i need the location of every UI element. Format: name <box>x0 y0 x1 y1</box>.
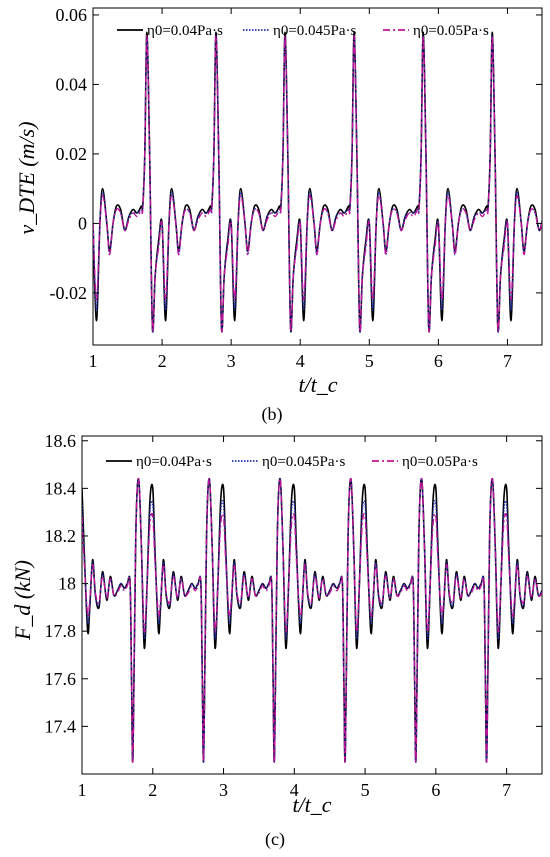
chart-c-legend-label-2: η0=0.045Pa·s <box>262 454 346 470</box>
chart-c-ytick-label: 17.6 <box>45 669 77 689</box>
chart-c-xtick-label: 6 <box>431 780 440 800</box>
chart-c-legend: η0=0.04Pa·s η0=0.045Pa·s η0=0.05Pa·s <box>106 454 478 470</box>
chart-b-xtick-label: 1 <box>89 351 98 371</box>
chart-c: 17.4 17.6 17.8 18 18.2 18.4 18.6 1 2 3 4 5 6 7 F_d (… <box>10 431 543 850</box>
chart-b-legend-label-2: η0=0.045Pa·s <box>273 23 357 39</box>
chart-c-xtick-label: 1 <box>78 780 87 800</box>
chart-c-ytick-label: 18.2 <box>45 526 77 546</box>
chart-b-series-line-1 <box>93 31 542 333</box>
chart-c-legend-label-1: η0=0.04Pa·s <box>136 454 212 470</box>
chart-c-xtick-label: 2 <box>148 780 157 800</box>
chart-b-ytick-label: 0.04 <box>56 74 88 94</box>
chart-b-ytick-label: -0.02 <box>50 283 88 303</box>
chart-c-ytick-label: 18 <box>58 574 76 594</box>
chart-c-panel-label: (c) <box>265 829 285 850</box>
chart-b-xtick-label: 4 <box>296 351 305 371</box>
chart-c-yticks: 17.4 17.6 17.8 18 18.2 18.4 18.6 <box>45 431 542 736</box>
chart-b-xtick-label: 2 <box>158 351 167 371</box>
chart-b-ylabel: v_DTE (m/s) <box>14 121 39 234</box>
chart-b-yticks: -0.02 0 0.02 0.04 0.06 <box>50 5 542 303</box>
chart-b-xtick-label: 6 <box>434 351 443 371</box>
chart-b-xtick-label: 3 <box>227 351 236 371</box>
chart-b-xtick-label: 5 <box>365 351 374 371</box>
chart-c-ytick-label: 17.4 <box>45 716 77 736</box>
chart-b-ytick-label: 0.06 <box>56 5 88 25</box>
chart-b-xlabel: t/t_c <box>298 372 337 397</box>
chart-b-series-line-2 <box>93 35 542 333</box>
chart-b-legend: η0=0.04Pa·s η0=0.045Pa·s η0=0.05Pa·s <box>117 23 489 39</box>
chart-b-panel-label: (b) <box>262 404 283 425</box>
chart-b-ytick-label: 0.02 <box>56 144 88 164</box>
chart-b-legend-label-1: η0=0.04Pa·s <box>147 23 223 39</box>
chart-b-xtick-label: 7 <box>503 351 512 371</box>
chart-b-ytick-label: 0 <box>78 213 87 233</box>
chart-c-ylabel: F_d (kN) <box>10 560 35 641</box>
chart-c-legend-label-3: η0=0.05Pa·s <box>402 454 478 470</box>
chart-c-xtick-label: 7 <box>502 780 511 800</box>
chart-c-ylabel-text: F_d (kN) <box>10 560 35 641</box>
chart-b-series-line-3 <box>93 35 542 333</box>
chart-c-ytick-label: 18.4 <box>45 478 77 498</box>
chart-b-xticks: 1 2 3 4 5 6 7 <box>89 8 512 371</box>
chart-c-ytick-label: 18.6 <box>45 431 77 451</box>
chart-c-xtick-label: 3 <box>219 780 228 800</box>
chart-c-xtick-label: 4 <box>290 780 299 800</box>
chart-c-marks <box>82 478 542 763</box>
chart-b-plot-frame <box>92 7 543 346</box>
chart-c-series-line-3 <box>82 478 542 763</box>
chart-b-ylabel-text: v_DTE (m/s) <box>14 121 39 234</box>
chart-b-legend-label-3: η0=0.05Pa·s <box>413 23 489 39</box>
chart-c-xticks: 1 2 3 4 5 6 7 <box>78 436 511 800</box>
chart-c-plot-frame <box>81 435 543 775</box>
chart-b: -0.02 0 0.02 0.04 0.06 1 2 3 4 5 6 7 v_DTE (m/s) t… <box>14 5 543 425</box>
chart-c-ytick-label: 17.8 <box>45 621 77 641</box>
chart-c-series-line-1 <box>82 478 542 763</box>
chart-b-marks <box>93 31 542 333</box>
chart-c-xlabel: t/t_c <box>292 792 331 817</box>
chart-c-series-line-2 <box>82 478 542 763</box>
chart-c-xtick-label: 5 <box>361 780 370 800</box>
